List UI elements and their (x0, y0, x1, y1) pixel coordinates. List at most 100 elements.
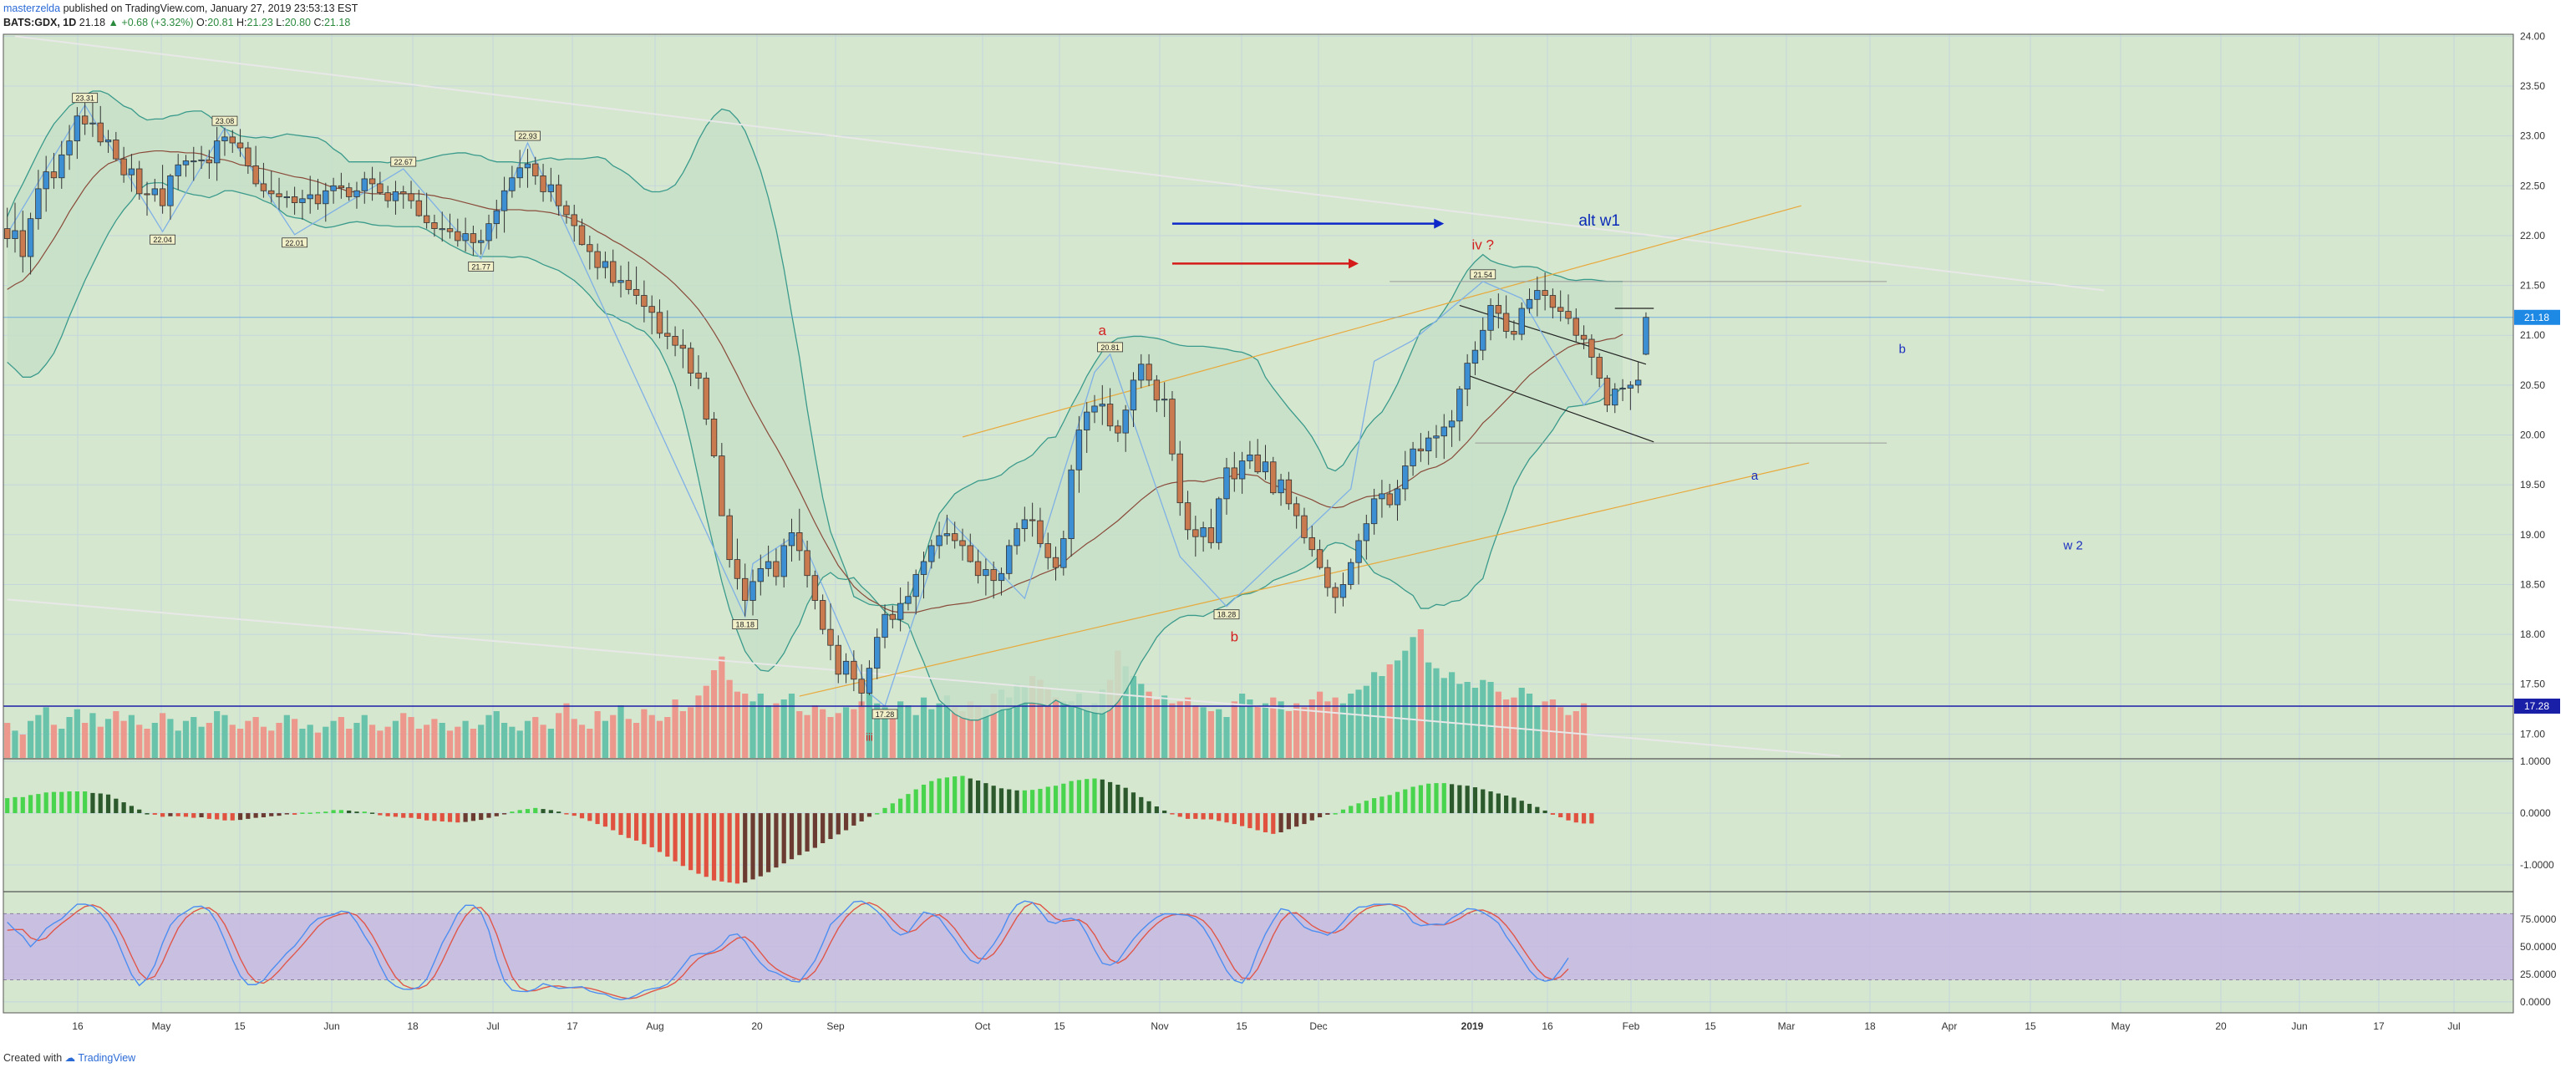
candle-body (959, 540, 966, 547)
candle-body (1355, 540, 1362, 563)
x-tick-label: Nov (1151, 1020, 1168, 1032)
volume-bar (617, 705, 624, 758)
volume-bar (641, 709, 648, 758)
macd-bar (43, 792, 48, 814)
candle-body (493, 210, 500, 225)
macd-bar (486, 813, 491, 818)
stoch-k-line (7, 900, 1569, 1001)
candle-body (330, 185, 337, 191)
candle-body (866, 668, 873, 694)
candle-body (455, 231, 461, 242)
macd-bar (1356, 803, 1361, 814)
macd-bar (1146, 801, 1151, 814)
macd-bar (369, 812, 375, 814)
volume-bar (719, 656, 725, 758)
volume-bar (710, 670, 718, 758)
macd-bar (114, 798, 119, 814)
volume-bar (1371, 672, 1378, 758)
macd-tick-label: 0.0000 (2520, 807, 2551, 819)
candle-body (500, 190, 508, 211)
macd-bar (277, 813, 282, 816)
candle-body (1308, 536, 1315, 551)
candle-body (1557, 307, 1564, 313)
price-tick-label: 18.00 (2520, 628, 2545, 640)
macd-bar (851, 813, 856, 826)
volume-bar (446, 730, 454, 758)
candle-body (477, 240, 485, 243)
publish-line: masterzelda published on TradingView.com… (3, 2, 358, 16)
volume-bar (330, 720, 337, 758)
volume-bar (936, 703, 943, 758)
candle-body (1379, 493, 1385, 500)
volume-bar (967, 701, 973, 758)
candle-body (1386, 493, 1393, 506)
candle-body (260, 183, 267, 191)
macd-histogram (5, 776, 1594, 884)
candle-body (1247, 454, 1253, 461)
volume-bar (128, 714, 135, 758)
volume-bar (431, 719, 438, 758)
candle-body (1565, 311, 1572, 319)
volume-bar (144, 729, 150, 758)
trendline (14, 35, 2105, 292)
candle-body (113, 140, 119, 160)
macd-bar (424, 813, 429, 821)
volume-bar (773, 703, 780, 758)
price-label-text: 21.54 (1473, 271, 1492, 279)
macd-bar (479, 813, 484, 821)
volume-bar (415, 729, 422, 758)
macd-bar (898, 798, 903, 814)
candle-body (990, 569, 997, 582)
candle-body (1106, 404, 1114, 427)
candle-body (323, 190, 329, 205)
wave-annotation: b (1899, 343, 1906, 357)
price-label-text: 23.31 (75, 94, 94, 103)
x-tick-label: 18 (407, 1020, 419, 1032)
candle-body (1573, 318, 1579, 336)
price-tick-label: 17.00 (2520, 728, 2545, 740)
candle-body (221, 136, 228, 142)
volume-bar (1324, 701, 1331, 758)
volume-bar (1029, 676, 1036, 758)
macd-bar (968, 778, 973, 814)
macd-bar (913, 789, 918, 814)
volume-bar (1518, 688, 1525, 758)
volume-bar (1231, 701, 1237, 758)
macd-bar (937, 778, 942, 814)
macd-bar (160, 813, 165, 817)
candle-body (998, 572, 1005, 582)
volume-bar (1084, 707, 1090, 758)
volume-bar (113, 711, 119, 758)
volume-bar (990, 694, 997, 758)
volume-bar (959, 711, 966, 758)
price-axis-background (2513, 34, 2576, 1033)
volume-bar (384, 726, 391, 758)
volume-bar (353, 723, 360, 758)
candle-body (50, 171, 58, 179)
volume-bar (1278, 701, 1284, 758)
macd-bar (665, 813, 670, 857)
volume-bar (346, 729, 353, 758)
volume-bar (338, 717, 344, 758)
volume-bar (1332, 697, 1339, 758)
macd-bar (1076, 780, 1082, 814)
macd-bar (587, 813, 592, 821)
candle-body (1200, 527, 1207, 537)
volume-bar (1495, 691, 1501, 758)
price-tick-label: 22.00 (2520, 230, 2545, 242)
candle-body (578, 225, 586, 246)
candle-body (555, 184, 562, 206)
volume-bar (252, 717, 259, 758)
stoch-d-line (7, 902, 1569, 999)
candle-body (788, 532, 795, 547)
arrow-head (1434, 218, 1445, 229)
volume-bar (851, 709, 857, 758)
volume-bar (524, 720, 531, 758)
author-link[interactable]: masterzelda (3, 3, 61, 14)
macd-bar (642, 813, 647, 845)
candle-body (1099, 404, 1105, 407)
volume-bar (1471, 688, 1479, 758)
tradingview-logo-icon: ☁ (64, 1052, 76, 1064)
tradingview-link[interactable]: TradingView (78, 1052, 136, 1064)
